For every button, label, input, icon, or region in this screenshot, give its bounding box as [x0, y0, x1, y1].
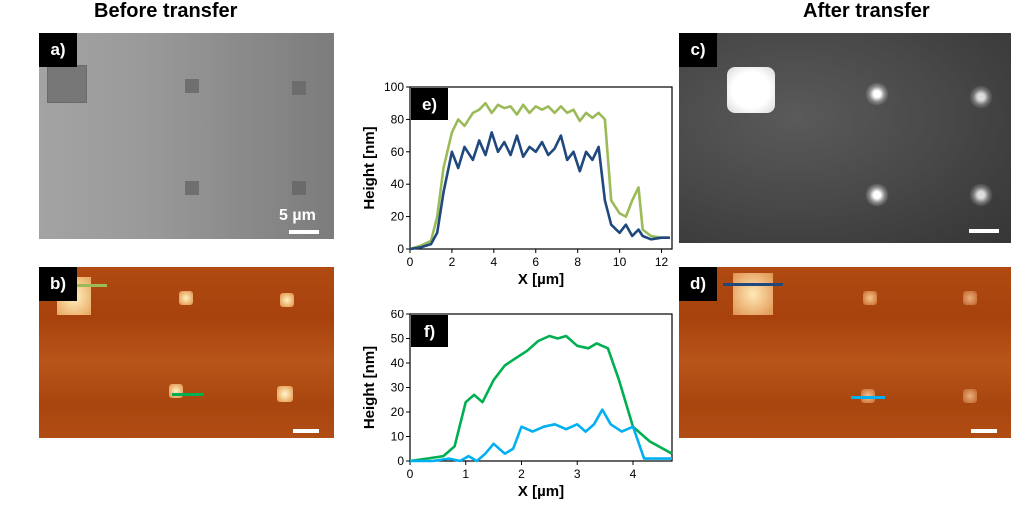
profile-line-green — [172, 393, 204, 396]
y-tick-label: 80 — [391, 112, 405, 126]
small-pad — [179, 291, 193, 305]
small-pad — [963, 389, 977, 403]
panel-label-e: e) — [422, 95, 437, 114]
series-line-1 — [409, 101, 670, 251]
heading-before-transfer: Before transfer — [94, 0, 238, 22]
x-tick-label: 1 — [462, 467, 469, 481]
x-axis-label: X [µm] — [518, 483, 564, 500]
afm-image-after: d) — [679, 267, 1011, 438]
height-profile-chart-e: 0 2 4 6 8 10 12 0 20 40 60 80 100 X [µm] Height [nm] e) — [361, 82, 673, 288]
scale-bar — [971, 429, 997, 433]
small-pad — [963, 291, 977, 305]
profile-line-navy — [723, 283, 783, 286]
plot-area — [409, 313, 673, 462]
x-tick-label: 6 — [532, 255, 539, 269]
small-pad — [865, 82, 889, 106]
panel-label-a: a) — [39, 33, 77, 67]
small-pad — [863, 291, 877, 305]
panel-tag-box — [411, 88, 448, 120]
small-pad — [969, 183, 993, 207]
panel-label-c: c) — [679, 33, 717, 67]
x-tick-label: 4 — [490, 255, 497, 269]
small-pad — [277, 386, 293, 402]
y-tick-label: 100 — [384, 82, 404, 94]
heading-after-transfer: After transfer — [803, 0, 930, 22]
x-tick-label: 3 — [574, 467, 581, 481]
small-pad — [185, 181, 199, 195]
panel-label-d: d) — [679, 267, 717, 301]
small-pad — [969, 85, 993, 109]
afm-image-before: b) — [39, 267, 334, 438]
y-tick-label: 60 — [391, 145, 405, 159]
small-pad — [280, 293, 294, 307]
scale-bar — [293, 429, 319, 433]
x-tick-label: 0 — [407, 467, 414, 481]
y-tick-label: 30 — [391, 381, 405, 395]
y-tick-label: 50 — [391, 332, 405, 346]
x-tick-label: 2 — [518, 467, 525, 481]
large-pad — [733, 273, 773, 315]
x-tick-label: 12 — [655, 255, 669, 269]
small-pad — [185, 79, 199, 93]
small-pad — [292, 181, 306, 195]
x-tick-label: 4 — [630, 467, 637, 481]
small-pad — [865, 183, 889, 207]
x-axis-label: X [µm] — [518, 271, 564, 288]
series-line-2 — [410, 408, 672, 463]
y-tick-label: 0 — [397, 242, 404, 256]
series-line-1 — [409, 334, 673, 463]
profile-line-cyan — [851, 396, 885, 399]
large-pad — [727, 67, 775, 113]
series-line-2 — [409, 131, 670, 251]
panel-label-f: f) — [424, 322, 435, 341]
panel-label-b: b) — [39, 267, 77, 301]
y-tick-label: 20 — [391, 405, 405, 419]
scale-bar — [969, 229, 999, 233]
panel-tag-box — [411, 315, 448, 347]
large-pad — [47, 65, 87, 103]
plot-area — [409, 86, 673, 250]
y-tick-label: 10 — [391, 430, 405, 444]
scale-bar-label: 5 µm — [279, 207, 316, 224]
sem-image-before: a) 5 µm — [39, 33, 334, 239]
small-pad — [292, 81, 306, 95]
x-tick-label: 2 — [449, 255, 456, 269]
y-axis-label: Height [nm] — [361, 126, 378, 209]
y-tick-label: 0 — [397, 454, 404, 468]
y-tick-label: 60 — [391, 310, 405, 321]
y-tick-label: 20 — [391, 210, 405, 224]
x-tick-label: 10 — [613, 255, 627, 269]
sem-image-after: c) — [679, 33, 1011, 243]
x-tick-label: 8 — [574, 255, 581, 269]
y-tick-label: 40 — [391, 356, 405, 370]
y-tick-label: 40 — [391, 177, 405, 191]
scale-bar — [289, 230, 319, 234]
x-tick-label: 0 — [407, 255, 414, 269]
y-axis-label: Height [nm] — [361, 346, 378, 429]
profile-line-light-green — [49, 284, 107, 287]
